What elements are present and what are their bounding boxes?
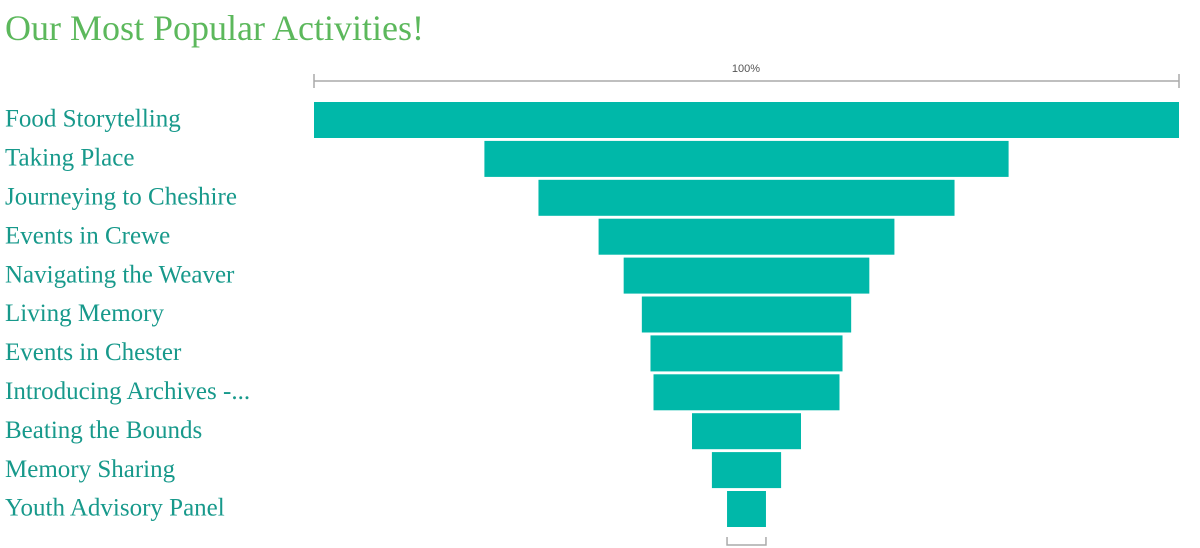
category-label: Taking Place xyxy=(5,145,134,172)
category-label: Navigating the Weaver xyxy=(5,261,235,288)
category-label: Events in Crewe xyxy=(5,222,170,249)
bar xyxy=(650,335,843,372)
bar xyxy=(727,491,766,527)
category-label: Events in Chester xyxy=(5,339,182,366)
category-label: Food Storytelling xyxy=(5,106,181,133)
bottom-bracket xyxy=(726,537,767,546)
bar xyxy=(653,374,840,411)
bar xyxy=(598,218,895,255)
category-label: Beating the Bounds xyxy=(5,417,202,444)
category-label: Journeying to Cheshire xyxy=(5,184,237,211)
chart-title: Our Most Popular Activities! xyxy=(5,8,424,48)
top-bracket xyxy=(313,74,1180,88)
bar xyxy=(641,296,852,333)
bar xyxy=(538,179,955,216)
category-label: Living Memory xyxy=(5,300,165,327)
category-label: Youth Advisory Panel xyxy=(5,495,225,522)
bar xyxy=(623,257,870,294)
bar xyxy=(692,413,801,450)
bar xyxy=(314,102,1179,138)
bar xyxy=(711,452,782,489)
top-label: 100% xyxy=(732,63,760,75)
category-label: Memory Sharing xyxy=(5,456,176,483)
category-label: Introducing Archives -... xyxy=(5,378,250,405)
bar xyxy=(484,140,1009,177)
